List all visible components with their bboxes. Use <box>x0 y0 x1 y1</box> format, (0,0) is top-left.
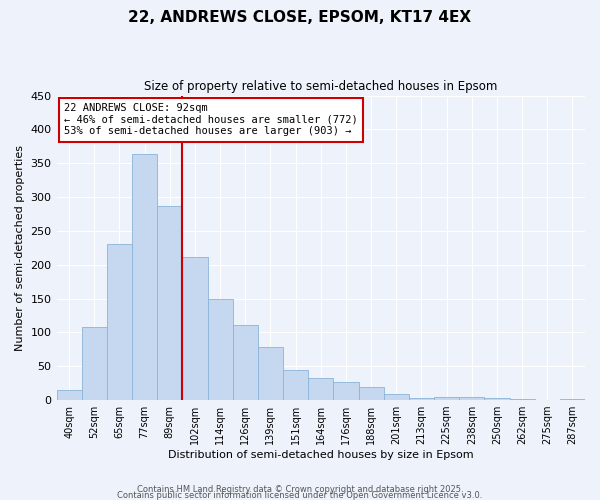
Bar <box>182 256 208 400</box>
X-axis label: Distribution of semi-detached houses by size in Epsom: Distribution of semi-detached houses by … <box>168 450 473 460</box>
Bar <box>283 370 308 400</box>
Bar <box>82 327 107 400</box>
Bar <box>308 378 334 400</box>
Bar <box>258 346 283 400</box>
Bar <box>208 298 233 400</box>
Bar <box>107 244 132 400</box>
Y-axis label: Number of semi-detached properties: Number of semi-detached properties <box>15 145 25 351</box>
Bar <box>434 396 459 400</box>
Bar <box>56 390 82 400</box>
Bar <box>383 394 409 400</box>
Bar <box>334 382 359 400</box>
Text: 22, ANDREWS CLOSE, EPSOM, KT17 4EX: 22, ANDREWS CLOSE, EPSOM, KT17 4EX <box>128 10 472 25</box>
Bar <box>409 398 434 400</box>
Title: Size of property relative to semi-detached houses in Epsom: Size of property relative to semi-detach… <box>144 80 497 93</box>
Bar <box>132 154 157 400</box>
Text: Contains HM Land Registry data © Crown copyright and database right 2025.: Contains HM Land Registry data © Crown c… <box>137 485 463 494</box>
Bar <box>157 206 182 400</box>
Bar <box>233 325 258 400</box>
Bar <box>484 398 509 400</box>
Text: Contains public sector information licensed under the Open Government Licence v3: Contains public sector information licen… <box>118 490 482 500</box>
Bar <box>459 396 484 400</box>
Text: 22 ANDREWS CLOSE: 92sqm
← 46% of semi-detached houses are smaller (772)
53% of s: 22 ANDREWS CLOSE: 92sqm ← 46% of semi-de… <box>64 103 358 136</box>
Bar <box>359 386 383 400</box>
